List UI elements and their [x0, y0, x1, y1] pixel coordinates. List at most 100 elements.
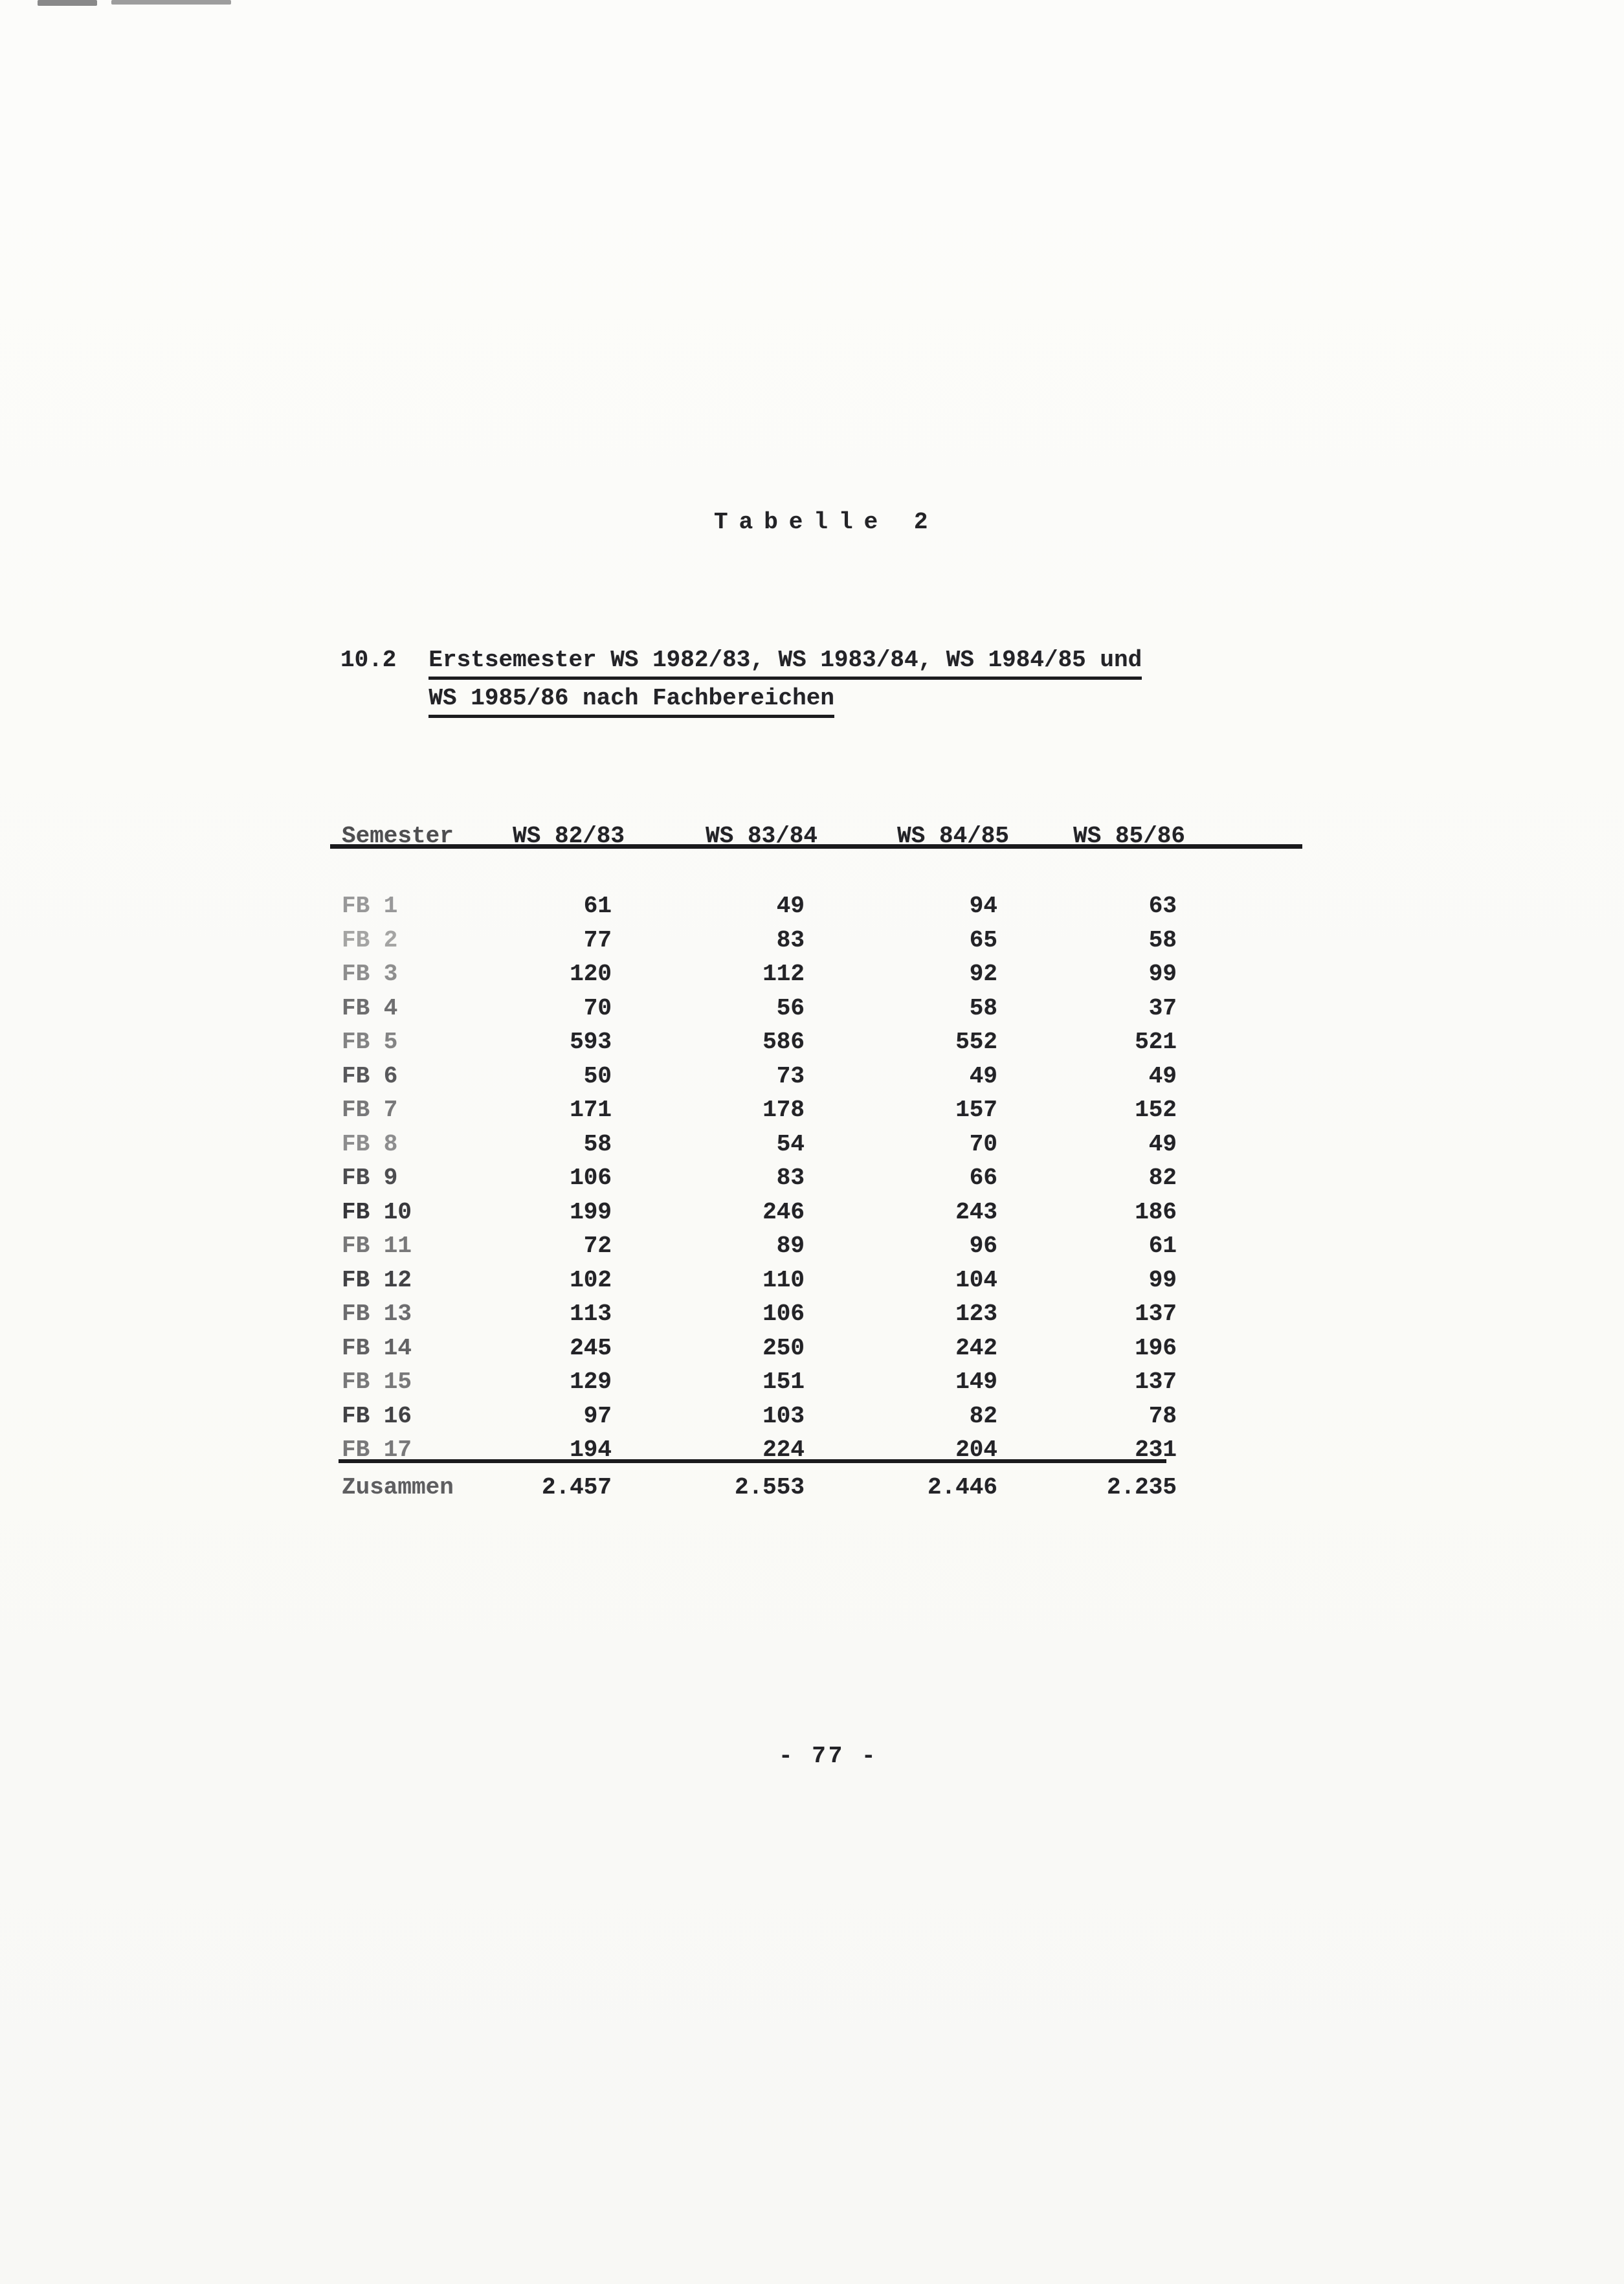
cell-value: 96 — [969, 1233, 997, 1259]
row-label: FB 15 — [342, 1369, 412, 1395]
table-row: FB 3 120 112 92 99 — [330, 961, 1302, 996]
table-total-row: Zusammen 2.457 2.553 2.446 2.235 — [330, 1475, 1302, 1508]
cell-value: 123 — [955, 1301, 997, 1327]
total-value: 2.553 — [734, 1474, 805, 1501]
cell-value: 152 — [1135, 1097, 1177, 1123]
cell-value: 49 — [1148, 1130, 1177, 1158]
section-title-line2: WS 1985/86 nach Fachbereichen — [428, 686, 834, 718]
section-number: 10.2 — [340, 647, 397, 673]
cell-value: 58 — [969, 994, 997, 1022]
cell-value: 63 — [1148, 893, 1177, 919]
page-title: Tabelle 2 — [714, 509, 939, 535]
cell-value: 92 — [969, 961, 997, 987]
cell-value: 99 — [1148, 1266, 1177, 1293]
cell-value: 37 — [1148, 994, 1177, 1022]
table-row: FB 7 171 178 157 152 — [330, 1097, 1302, 1132]
cell-value: 250 — [762, 1334, 805, 1361]
scan-artifact — [111, 0, 231, 5]
cell-value: 78 — [1148, 1402, 1177, 1429]
cell-value: 73 — [776, 1062, 805, 1090]
cell-value: 178 — [762, 1097, 805, 1123]
cell-value: 70 — [583, 994, 612, 1022]
table-row: FB 14 245 250 242 196 — [330, 1334, 1302, 1370]
row-label: FB 1 — [342, 893, 398, 919]
cell-value: 593 — [570, 1029, 612, 1055]
cell-value: 113 — [570, 1301, 612, 1327]
table-row: FB 6 50 73 49 49 — [330, 1062, 1302, 1098]
cell-value: 137 — [1135, 1301, 1177, 1327]
row-label: FB 9 — [342, 1165, 398, 1191]
cell-value: 106 — [570, 1165, 612, 1191]
table-row: FB 8 58 54 70 49 — [330, 1130, 1302, 1166]
section-heading: 10.2 Erstsemester WS 1982/83, WS 1983/84… — [340, 647, 1142, 718]
table-row: FB 12 102 110 104 99 — [330, 1266, 1302, 1302]
cell-value: 186 — [1135, 1198, 1177, 1226]
cell-value: 82 — [969, 1402, 997, 1429]
cell-value: 58 — [583, 1130, 612, 1158]
row-label: FB 14 — [342, 1334, 412, 1361]
cell-value: 82 — [1148, 1165, 1177, 1191]
cell-value: 112 — [762, 961, 805, 987]
cell-value: 521 — [1135, 1029, 1177, 1055]
cell-value: 149 — [955, 1369, 997, 1395]
cell-value: 231 — [1135, 1437, 1177, 1463]
row-label: FB 2 — [342, 926, 398, 954]
cell-value: 56 — [776, 994, 805, 1022]
cell-value: 151 — [762, 1369, 805, 1395]
cell-value: 242 — [955, 1334, 997, 1361]
total-rule — [339, 1459, 1166, 1463]
row-label: FB 4 — [342, 994, 398, 1022]
cell-value: 97 — [583, 1402, 612, 1429]
total-row-label: Zusammen — [342, 1474, 454, 1501]
table-row: FB 10 199 246 243 186 — [330, 1198, 1302, 1234]
header-rule — [330, 844, 1302, 849]
cell-value: 196 — [1135, 1334, 1177, 1361]
table-header-row: Semester WS 82/83 WS 83/84 WS 84/85 WS 8… — [330, 823, 1302, 849]
table-row: FB 15 129 151 149 137 — [330, 1369, 1302, 1404]
cell-value: 66 — [969, 1165, 997, 1191]
cell-value: 94 — [969, 893, 997, 919]
cell-value: 83 — [776, 926, 805, 954]
cell-value: 83 — [776, 1165, 805, 1191]
cell-value: 137 — [1135, 1369, 1177, 1395]
row-label: FB 6 — [342, 1062, 398, 1090]
cell-value: 50 — [583, 1062, 612, 1090]
cell-value: 194 — [570, 1437, 612, 1463]
row-label: FB 11 — [342, 1233, 412, 1259]
row-label: FB 8 — [342, 1130, 398, 1158]
cell-value: 61 — [1148, 1233, 1177, 1259]
cell-value: 106 — [762, 1301, 805, 1327]
cell-value: 157 — [955, 1097, 997, 1123]
cell-value: 99 — [1148, 961, 1177, 987]
section-title: Erstsemester WS 1982/83, WS 1983/84, WS … — [428, 647, 1142, 718]
cell-value: 89 — [776, 1233, 805, 1259]
cell-value: 102 — [570, 1266, 612, 1293]
table-row: FB 5 593 586 552 521 — [330, 1029, 1302, 1064]
table-row: FB 16 97 103 82 78 — [330, 1402, 1302, 1438]
cell-value: 61 — [583, 893, 612, 919]
cell-value: 552 — [955, 1029, 997, 1055]
cell-value: 243 — [955, 1198, 997, 1226]
cell-value: 171 — [570, 1097, 612, 1123]
table-row: FB 13 113 106 123 137 — [330, 1301, 1302, 1336]
table-row: FB 11 72 89 96 61 — [330, 1233, 1302, 1268]
total-value: 2.235 — [1106, 1474, 1177, 1501]
cell-value: 129 — [570, 1369, 612, 1395]
cell-value: 246 — [762, 1198, 805, 1226]
row-label: FB 13 — [342, 1301, 412, 1327]
total-value: 2.446 — [927, 1474, 997, 1501]
cell-value: 65 — [969, 926, 997, 954]
cell-value: 54 — [776, 1130, 805, 1158]
row-label: FB 3 — [342, 961, 398, 987]
cell-value: 77 — [583, 926, 612, 954]
table-row: FB 9 106 83 66 82 — [330, 1165, 1302, 1200]
cell-value: 199 — [570, 1198, 612, 1226]
table-row: FB 2 77 83 65 58 — [330, 926, 1302, 962]
row-label: FB 16 — [342, 1402, 412, 1429]
table-row: FB 17 194 224 204 231 — [330, 1437, 1302, 1472]
row-label: FB 12 — [342, 1266, 412, 1293]
cell-value: 586 — [762, 1029, 805, 1055]
section-title-line1: Erstsemester WS 1982/83, WS 1983/84, WS … — [428, 647, 1142, 680]
cell-value: 224 — [762, 1437, 805, 1463]
